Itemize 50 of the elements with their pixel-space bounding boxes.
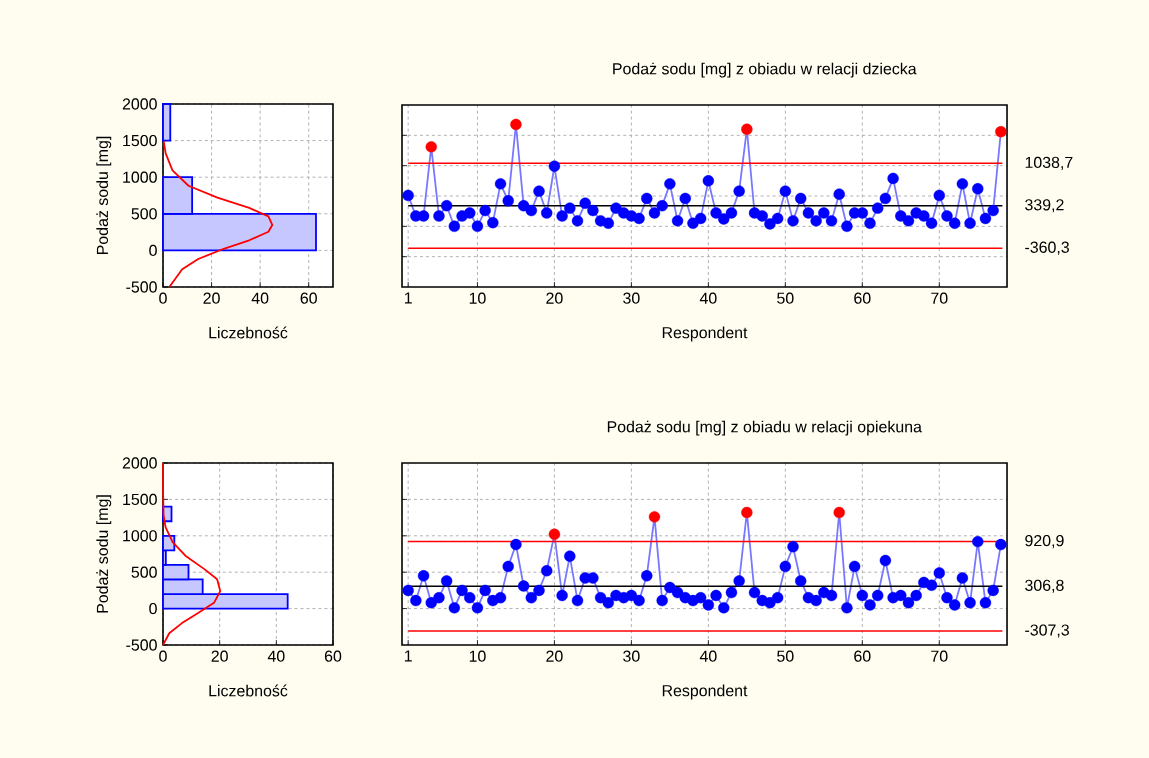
y-tick-label: 0 <box>149 602 157 615</box>
x-axis-title: Liczebność <box>209 684 288 697</box>
x-tick-label: 50 <box>777 650 794 662</box>
x-tick-label: 20 <box>211 650 228 662</box>
x-tick-label: 40 <box>251 292 269 304</box>
x-tick-label: 10 <box>469 650 486 662</box>
x-axis-title: Liczebność <box>209 326 288 339</box>
y-tick-label: 2000 <box>122 457 157 469</box>
x-tick-label: 20 <box>546 650 563 662</box>
chart-title: Podaż sodu [mg] z obiadu w relacji opiekuna <box>607 420 922 436</box>
ref-line-label: 920,9 <box>1025 534 1064 549</box>
ref-line-label: 339,2 <box>1025 199 1064 213</box>
x-tick-label: 60 <box>854 292 871 304</box>
x-tick-label: 1 <box>404 292 412 304</box>
x-tick-label: 1 <box>404 650 412 662</box>
y-tick-label: -500 <box>126 639 157 651</box>
y-axis-title: Podaż sodu [mg] <box>96 495 112 613</box>
x-tick-label: 40 <box>699 292 717 304</box>
x-tick-label: 70 <box>931 650 948 662</box>
x-tick-label: 40 <box>699 650 717 662</box>
x-tick-label: 60 <box>324 650 342 662</box>
x-tick-label: 60 <box>854 650 871 662</box>
y-tick-label: 0 <box>149 244 157 257</box>
y-tick-label: 500 <box>131 208 157 220</box>
x-tick-label: 30 <box>623 650 640 662</box>
x-tick-label: 0 <box>159 292 167 304</box>
x-tick-label: 70 <box>931 292 948 304</box>
x-tick-label: 60 <box>300 292 317 304</box>
x-tick-label: 20 <box>546 292 563 304</box>
y-tick-label: 1000 <box>123 530 157 542</box>
chart-title: Podaż sodu [mg] z obiadu w relacji dziecka <box>613 62 917 78</box>
x-tick-label: 40 <box>267 650 285 662</box>
y-tick-label: -500 <box>126 281 157 293</box>
x-tick-label: 20 <box>203 292 220 304</box>
x-axis-title: Respondent <box>662 326 748 342</box>
x-tick-label: 10 <box>469 292 486 304</box>
y-tick-label: 1500 <box>123 493 157 506</box>
ref-line-label: -307,3 <box>1025 624 1069 638</box>
x-tick-label: 0 <box>159 650 167 662</box>
x-tick-label: 30 <box>623 292 640 304</box>
ref-line-label: -360,3 <box>1025 241 1069 255</box>
y-tick-label: 1000 <box>123 171 157 183</box>
ref-line-label: 306,8 <box>1025 579 1064 593</box>
ref-line-label: 1038,7 <box>1025 156 1073 170</box>
x-axis-title: Respondent <box>662 684 748 700</box>
y-tick-label: 500 <box>131 566 157 578</box>
y-axis-title: Podaż sodu [mg] <box>96 136 112 254</box>
y-tick-label: 1500 <box>123 134 157 147</box>
x-tick-label: 50 <box>777 292 794 304</box>
y-tick-label: 2000 <box>122 98 157 110</box>
